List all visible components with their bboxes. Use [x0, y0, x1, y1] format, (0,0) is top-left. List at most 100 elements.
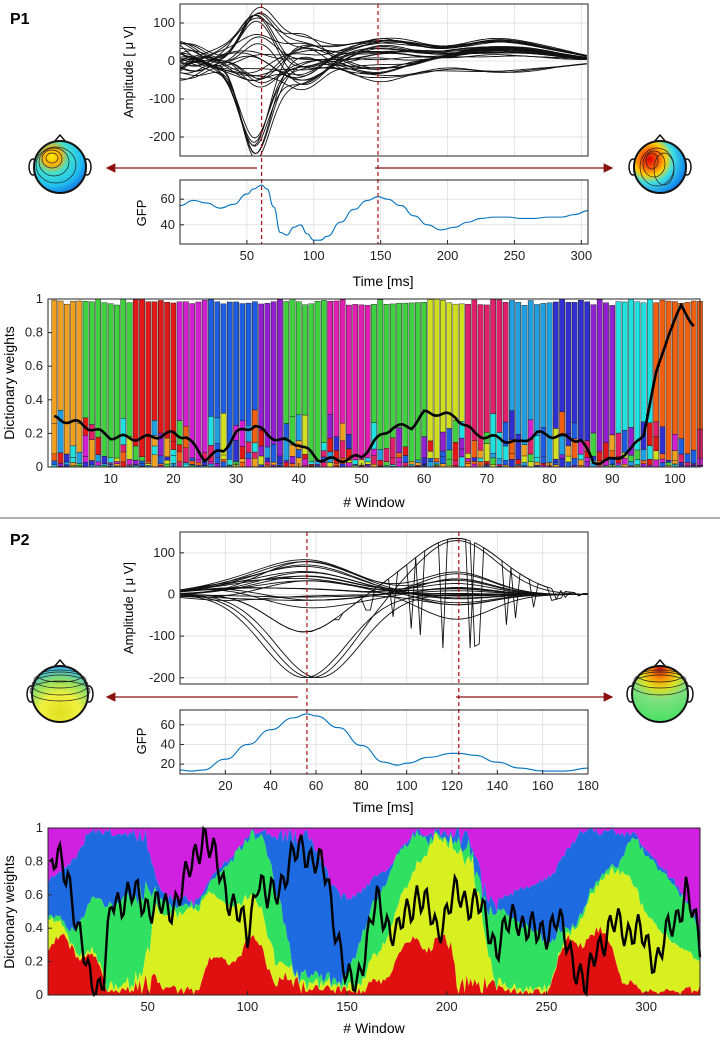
y-tick-label: 60 [161, 191, 175, 206]
amplitude-trace [180, 587, 588, 609]
contour-line [35, 146, 77, 184]
dictionary-weight-bar [283, 462, 290, 468]
amplitude-trace [180, 46, 587, 156]
dictionary-weight-bar [402, 455, 409, 463]
dictionary-weight-bar [389, 437, 396, 458]
dictionary-weight-bar [427, 458, 434, 462]
amplitude-trace [180, 34, 587, 62]
dictionary-weight-bar [158, 455, 164, 465]
dictionary-weight-bar [584, 457, 590, 462]
dictionary-weight-bar [82, 462, 89, 468]
dictionary-weight-bar [189, 460, 196, 465]
dictionary-weight-bar [120, 461, 127, 468]
dictionary-weight-bar [552, 462, 559, 465]
dictionary-weight-bar [433, 461, 440, 465]
dictionary-weight-bar [458, 448, 465, 458]
dictionary-weight-bar [214, 457, 221, 464]
dictionary-trend-line [53, 302, 695, 466]
dictionary-weight-bar [239, 446, 246, 459]
scalp-topomap [26, 658, 94, 723]
dictionary-weight-bar [308, 461, 315, 465]
y-tick-label: 60 [161, 717, 175, 732]
dictionary-weight-bar [270, 301, 277, 445]
dictionary-weight-bar [176, 420, 183, 445]
dictionary-weight-bar [490, 413, 496, 454]
dictionary-weight-bar [653, 459, 659, 468]
y-tick-label: -200 [149, 670, 175, 685]
dictionary-weight-bar [289, 463, 296, 468]
dictionary-weight-bar [226, 301, 233, 460]
dictionary-weight-bar [189, 457, 196, 462]
panel-label-p1: P1 [10, 11, 30, 28]
dictionary-weight-bar [540, 463, 547, 466]
dictionary-weight-bar [264, 457, 271, 463]
x-tick-label: 70 [480, 471, 494, 486]
x-tick-label: 90 [605, 471, 619, 486]
dictionary-weight-bar [559, 411, 565, 437]
head-outline [633, 140, 687, 194]
x-tick-label: 250 [536, 999, 558, 1014]
dictionary-weight-bar [659, 299, 666, 427]
dictionary-weight-bar [465, 460, 471, 464]
amplitude-trace [180, 39, 587, 146]
x-tick-label: 150 [336, 999, 358, 1014]
y-tick-label: 0 [168, 53, 175, 68]
dictionary-weight-bar [452, 303, 459, 421]
dictionary-weight-bar [396, 461, 402, 468]
dictionary-weight-bar [640, 302, 647, 423]
dictionary-weight-bar [477, 304, 484, 451]
dictionary-weight-bar [552, 428, 559, 460]
dictionary-weight-bar [76, 300, 83, 424]
y-tick-label: 0 [36, 459, 43, 474]
dictionary-weight-bar [51, 460, 58, 466]
x-tick-label: 40 [263, 778, 277, 793]
dictionary-weight-bar [164, 456, 170, 461]
x-tick-label: 80 [542, 471, 556, 486]
dictionary-weight-bar [170, 455, 177, 464]
gfp-line [179, 184, 589, 241]
dictionary-weight-bar [270, 464, 277, 467]
dictionary-weight-bar [559, 454, 565, 459]
dictionary-weight-bar [220, 461, 227, 468]
dictionary-weight-bar [377, 460, 384, 466]
dictionary-weight-bar [57, 300, 64, 411]
dictionary-weight-bar [477, 449, 484, 459]
dictionary-weight-bar [421, 302, 427, 437]
dictionary-weight-bar [283, 301, 290, 424]
x-tick-label: 60 [309, 778, 323, 793]
dictionary-weight-bar [264, 446, 271, 459]
dictionary-weight-bar [534, 461, 540, 466]
dictionary-weight-bar [628, 454, 634, 462]
dictionary-weight-bar [634, 301, 641, 451]
y-tick-label: -100 [149, 628, 175, 643]
dictionary-weight-bar [672, 301, 678, 435]
dictionary-weight-bar [559, 458, 565, 468]
dictionary-weight-bar [346, 304, 352, 435]
dictionary-weight-bar [176, 301, 183, 421]
dictionary-weight-bar [145, 463, 152, 466]
panel-label-p2: P2 [10, 532, 30, 549]
dictionary-weight-bar [245, 441, 252, 453]
amplitude-trace [180, 47, 587, 81]
dictionary-weight-bar [132, 299, 139, 447]
dictionary-weight-bar [321, 442, 327, 451]
y-tick-label: 100 [153, 545, 175, 560]
dictionary-weight-bar [659, 458, 666, 463]
dictionary-weight-bar [139, 456, 145, 462]
dictionary-weight-bar [120, 444, 127, 453]
amplitude-trace [180, 43, 587, 86]
dictionary-weight-bar [678, 462, 685, 466]
dictionary-weight-bar [527, 439, 534, 455]
dictionary-weight-bar [170, 441, 177, 450]
dictionary-weight-bar [509, 459, 515, 468]
dictionary-weight-bar [245, 452, 252, 459]
dictionary-weight-bar [239, 461, 246, 468]
dictionary-weight-bar [490, 453, 496, 459]
dictionary-weight-bar [114, 457, 120, 462]
dictionary-weight-bar [565, 461, 572, 468]
dictionary-weight-bar [364, 457, 371, 462]
dictionary-weight-bar [51, 453, 58, 461]
dictionary-weight-bar [283, 460, 290, 463]
y-tick-label: 1 [36, 291, 43, 306]
x-tick-label: 100 [396, 778, 418, 793]
